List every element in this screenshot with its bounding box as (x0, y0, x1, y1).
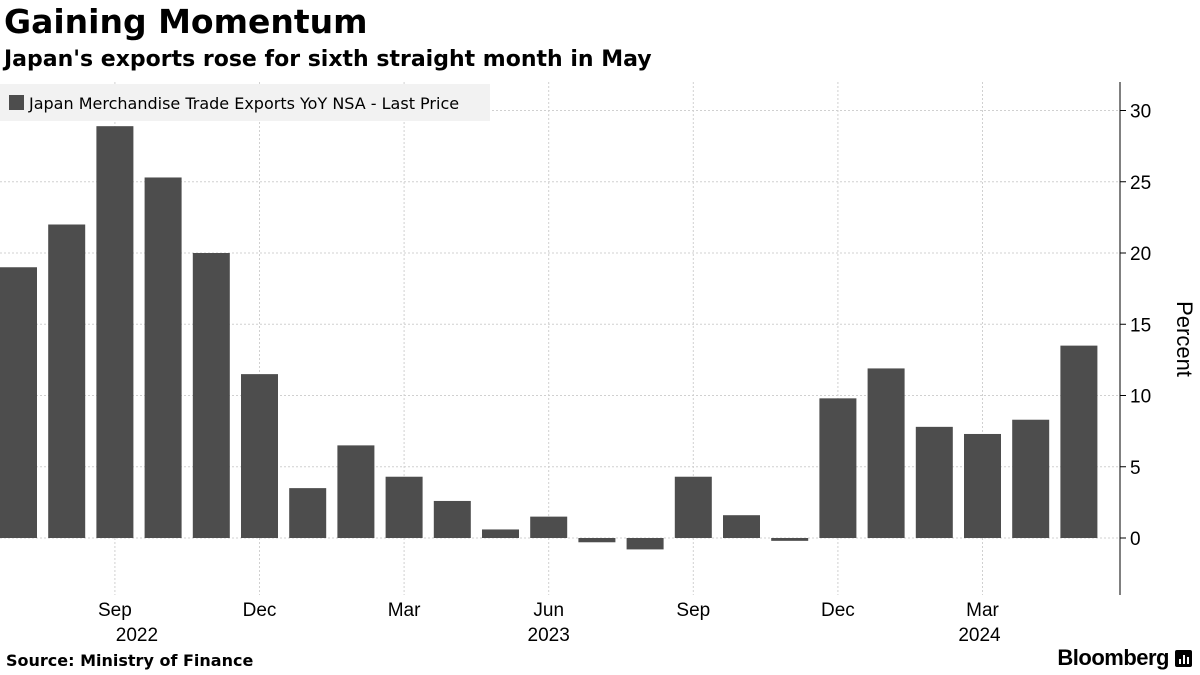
bar-2024-03 (964, 433, 1001, 538)
bar-2024-05 (1060, 345, 1098, 538)
legend-label: Japan Merchandise Trade Exports YoY NSA … (28, 94, 459, 113)
bars (0, 126, 1098, 550)
x-tick-label: Dec (821, 600, 855, 621)
bar-2022-11 (192, 253, 230, 538)
bar-2023-05 (482, 529, 519, 538)
y-tick-label: 25 (1130, 173, 1151, 194)
bar-chart: 0 5 10 15 20 25 30 Sep 2022 Dec Mar Jun 2023 Sep Dec M… (0, 82, 1197, 645)
bloomberg-chart-icon (1175, 649, 1192, 667)
x-year-label: 2024 (958, 625, 1001, 645)
bar-2023-12 (819, 398, 857, 538)
bar-2023-08 (626, 538, 664, 550)
x-axis-labels: Sep 2022 Dec Mar Jun 2023 Sep Dec Mar 2024 (98, 600, 1001, 645)
x-tick-label: Sep (676, 600, 710, 621)
y-axis: 0 5 10 15 20 25 30 (1119, 82, 1151, 595)
bar-2022-09 (96, 126, 134, 539)
brand-name: Bloomberg (1057, 645, 1169, 670)
x-tick-label: Dec (243, 600, 277, 621)
bar-2023-04 (433, 500, 471, 538)
brand-logo: Bloomberg (1057, 645, 1192, 671)
y-tick-label: 15 (1130, 315, 1151, 336)
y-tick-label: 30 (1130, 102, 1151, 123)
x-year-label: 2022 (116, 625, 158, 645)
y-axis-title: Percent (1172, 301, 1197, 377)
bar-2022-12 (241, 374, 278, 538)
bar-2023-06 (530, 516, 568, 538)
x-year-label: 2023 (528, 625, 570, 645)
y-tick-label: 10 (1130, 387, 1151, 408)
bar-2023-07 (578, 538, 616, 543)
bar-2023-03 (385, 476, 423, 538)
bar-2023-01 (289, 488, 327, 538)
x-tick-label: Jun (533, 600, 564, 621)
legend-background (0, 84, 490, 121)
x-tick-label: Mar (388, 600, 421, 621)
bar-2023-10 (723, 515, 760, 538)
bar-2023-11 (771, 538, 809, 541)
y-tick-label: 5 (1130, 458, 1141, 479)
bar-2022-07 (0, 267, 37, 538)
x-tick-label: Mar (966, 600, 999, 621)
y-tick-label: 0 (1130, 529, 1141, 550)
y-tick-label: 20 (1130, 244, 1151, 265)
bar-2024-01 (867, 368, 905, 538)
legend-swatch (9, 95, 24, 110)
chart-subtitle: Japan's exports rose for sixth straight … (4, 47, 652, 72)
bar-2024-02 (915, 426, 953, 538)
bar-2022-10 (144, 177, 182, 538)
chart-title: Gaining Momentum (4, 2, 368, 41)
x-tick-label: Sep (98, 600, 132, 621)
bar-2023-02 (337, 445, 375, 538)
legend: Japan Merchandise Trade Exports YoY NSA … (0, 84, 490, 121)
source-note: Source: Ministry of Finance (6, 651, 254, 670)
bar-2024-04 (1012, 419, 1050, 538)
bar-2023-09 (674, 476, 712, 538)
bar-2022-08 (48, 224, 86, 538)
